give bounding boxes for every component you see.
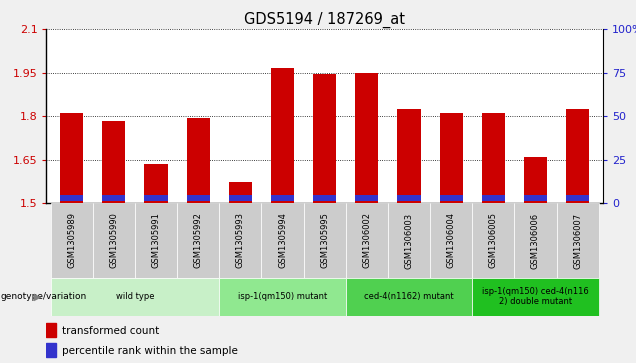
Bar bbox=[313, 195, 336, 201]
Bar bbox=[51, 203, 93, 278]
Text: GSM1306003: GSM1306003 bbox=[404, 212, 413, 269]
Bar bbox=[313, 74, 336, 203]
Bar bbox=[398, 109, 420, 203]
Bar bbox=[229, 195, 252, 201]
Bar bbox=[186, 118, 210, 203]
Bar bbox=[271, 195, 294, 201]
Bar bbox=[388, 203, 430, 278]
Bar bbox=[356, 73, 378, 203]
Bar bbox=[144, 164, 168, 203]
Bar bbox=[46, 323, 57, 338]
Bar bbox=[566, 109, 589, 203]
Bar bbox=[473, 203, 515, 278]
Bar bbox=[60, 195, 83, 201]
Text: GSM1305991: GSM1305991 bbox=[151, 213, 160, 268]
Bar bbox=[51, 278, 219, 316]
Bar bbox=[515, 203, 556, 278]
Bar bbox=[102, 121, 125, 203]
Text: wild type: wild type bbox=[116, 292, 154, 301]
Text: GSM1305994: GSM1305994 bbox=[278, 213, 287, 268]
Bar bbox=[481, 113, 505, 203]
Bar bbox=[430, 203, 473, 278]
Text: GSM1306004: GSM1306004 bbox=[446, 212, 455, 269]
Bar bbox=[439, 195, 463, 201]
Bar bbox=[60, 113, 83, 203]
Bar bbox=[398, 195, 420, 201]
Bar bbox=[93, 203, 135, 278]
Text: ▶: ▶ bbox=[34, 292, 41, 302]
Bar bbox=[219, 278, 346, 316]
Bar bbox=[177, 203, 219, 278]
Bar bbox=[135, 203, 177, 278]
Text: isp-1(qm150) ced-4(n116
2) double mutant: isp-1(qm150) ced-4(n116 2) double mutant bbox=[482, 287, 589, 306]
Bar bbox=[229, 182, 252, 203]
Text: ced-4(n1162) mutant: ced-4(n1162) mutant bbox=[364, 292, 454, 301]
Text: GSM1305990: GSM1305990 bbox=[109, 213, 118, 268]
Text: genotype/variation: genotype/variation bbox=[1, 292, 87, 301]
Text: GSM1306005: GSM1306005 bbox=[489, 212, 498, 269]
Text: GSM1305992: GSM1305992 bbox=[194, 213, 203, 268]
Bar bbox=[219, 203, 261, 278]
Bar bbox=[524, 157, 547, 203]
Bar bbox=[439, 113, 463, 203]
Text: GSM1305989: GSM1305989 bbox=[67, 212, 76, 269]
Bar bbox=[271, 68, 294, 203]
Bar bbox=[144, 195, 168, 201]
Bar bbox=[524, 195, 547, 201]
Bar bbox=[473, 278, 598, 316]
Text: transformed count: transformed count bbox=[62, 326, 159, 336]
Bar bbox=[566, 195, 589, 201]
Bar bbox=[556, 203, 598, 278]
Bar bbox=[46, 343, 57, 357]
Text: GSM1306002: GSM1306002 bbox=[363, 212, 371, 269]
Text: GSM1305993: GSM1305993 bbox=[236, 212, 245, 269]
Bar bbox=[356, 195, 378, 201]
Bar bbox=[261, 203, 303, 278]
Bar bbox=[303, 203, 346, 278]
Bar bbox=[346, 203, 388, 278]
Bar bbox=[481, 195, 505, 201]
Title: GDS5194 / 187269_at: GDS5194 / 187269_at bbox=[244, 12, 405, 28]
Text: percentile rank within the sample: percentile rank within the sample bbox=[62, 346, 238, 356]
Bar bbox=[346, 278, 473, 316]
Bar bbox=[186, 195, 210, 201]
Text: GSM1306007: GSM1306007 bbox=[573, 212, 582, 269]
Bar bbox=[102, 195, 125, 201]
Text: isp-1(qm150) mutant: isp-1(qm150) mutant bbox=[238, 292, 327, 301]
Text: GSM1306006: GSM1306006 bbox=[531, 212, 540, 269]
Text: GSM1305995: GSM1305995 bbox=[320, 213, 329, 268]
